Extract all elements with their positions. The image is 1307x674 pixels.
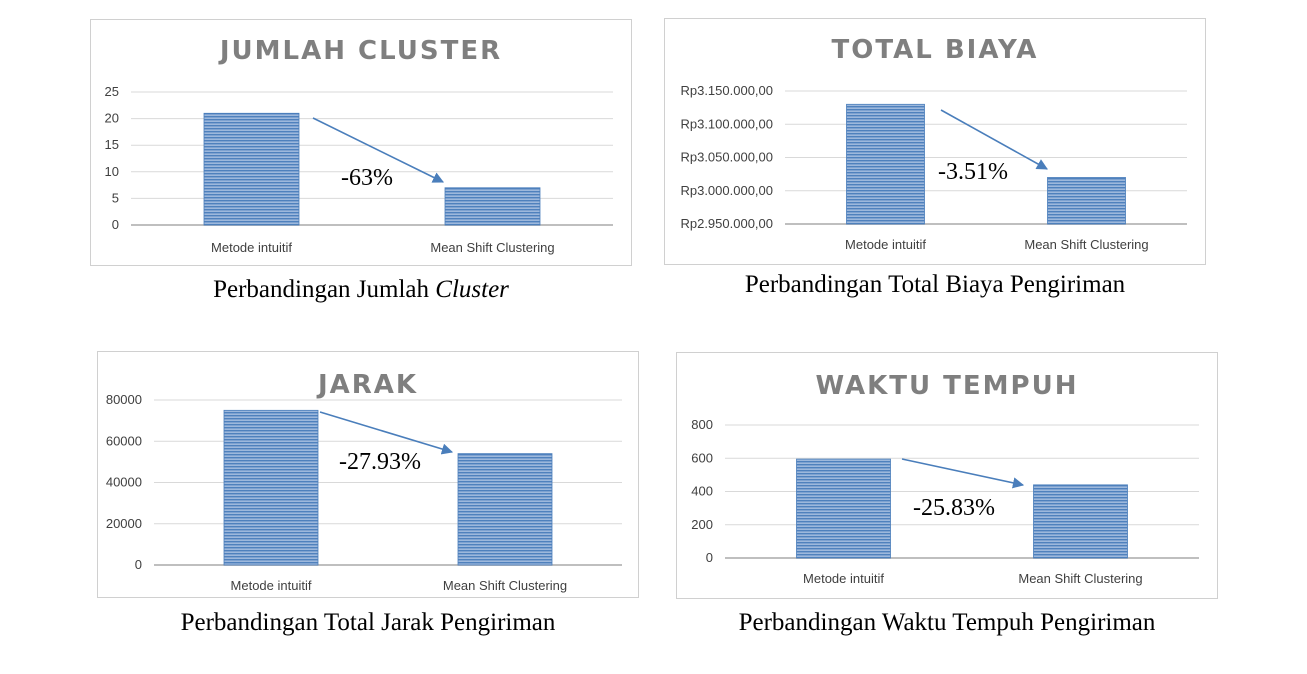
y-tick-label: 400	[691, 484, 713, 499]
bar	[796, 458, 891, 559]
y-tick-label: 10	[105, 164, 119, 179]
y-tick-label: 600	[691, 450, 713, 465]
chart-title: JARAK	[317, 370, 419, 400]
percent-change-label: -3.51%	[938, 159, 1008, 185]
y-tick-label: 5	[112, 190, 119, 205]
y-tick-label: Rp3.150.000,00	[680, 83, 773, 98]
caption-text: Perbandingan Total Jarak Pengiriman	[180, 609, 556, 636]
chart-title: WAKTU TEMPUH	[815, 371, 1079, 401]
x-category-label: Metode intuitif	[845, 237, 926, 252]
y-tick-label: 0	[706, 550, 713, 565]
y-tick-label: 60000	[106, 433, 142, 448]
trend-arrow	[312, 117, 445, 183]
y-tick-label: Rp3.100.000,00	[680, 116, 773, 131]
bar	[457, 453, 553, 566]
y-tick-label: 80000	[106, 392, 142, 407]
trend-arrow	[940, 109, 1048, 170]
bar-chart: 0 5 10 15 20 25 Metode intuitif Mean Shift Clus…	[105, 84, 613, 255]
percent-change-label: -27.93%	[339, 449, 421, 475]
bar	[203, 112, 300, 226]
bar	[223, 409, 319, 566]
y-tick-label: 20	[105, 111, 119, 126]
percent-change-label: -63%	[341, 165, 393, 191]
y-tick-label: Rp2.950.000,00	[680, 216, 773, 231]
x-category-label: Metode intuitif	[231, 578, 312, 593]
x-category-label: Mean Shift Clustering	[1024, 237, 1148, 252]
bar	[444, 187, 541, 226]
bar	[1047, 177, 1126, 225]
x-category-label: Mean Shift Clustering	[1018, 571, 1142, 586]
chart-caption: Perbandingan Total Biaya Pengiriman	[664, 271, 1206, 299]
y-tick-label: Rp3.050.000,00	[680, 150, 773, 165]
y-tick-label: 0	[135, 557, 142, 572]
chart-title: JUMLAH CLUSTER	[219, 36, 503, 66]
chart-caption: Perbandingan Total Jarak Pengiriman	[97, 609, 639, 637]
caption-text: Perbandingan Jumlah	[213, 276, 436, 303]
chart-caption: Perbandingan Waktu Tempuh Pengiriman	[676, 609, 1218, 637]
trend-arrow	[319, 411, 454, 455]
chart-title: TOTAL BIAYA	[831, 35, 1039, 65]
x-category-label: Metode intuitif	[803, 571, 884, 586]
y-tick-label: 40000	[106, 475, 142, 490]
percent-change-label: -25.83%	[913, 495, 995, 521]
y-tick-label: 25	[105, 84, 119, 99]
y-tick-label: 15	[105, 137, 119, 152]
y-tick-label: 20000	[106, 516, 142, 531]
y-tick-label: 200	[691, 517, 713, 532]
caption-text: Perbandingan Waktu Tempuh Pengiriman	[738, 609, 1156, 636]
bar	[846, 103, 925, 225]
trend-arrow	[901, 458, 1025, 489]
bar-chart: Rp2.950.000,00 Rp3.000.000,00 Rp3.050.000,…	[680, 83, 1187, 252]
chart-panel-jumlah-cluster: JUMLAH CLUSTER 0 5 10 15 20 25 Metode intuitif…	[90, 19, 632, 266]
caption-italic: Cluster	[435, 276, 509, 303]
x-category-label: Metode intuitif	[211, 240, 292, 255]
chart-panel-waktu-tempuh: WAKTU TEMPUH 0 200 400 600 800 Metode intuiti…	[676, 352, 1218, 599]
y-tick-label: 0	[112, 217, 119, 232]
bar	[1033, 484, 1128, 559]
bar-chart: 0 200 400 600 800 Metode intuitif Mean Shift C…	[691, 417, 1199, 586]
chart-caption: Perbandingan Jumlah Cluster	[90, 276, 632, 304]
x-category-label: Mean Shift Clustering	[430, 240, 554, 255]
chart-panel-jarak: JARAK 0 20000 40000 60000 80000 Metode intuit…	[97, 351, 639, 598]
y-tick-label: 800	[691, 417, 713, 432]
y-tick-label: Rp3.000.000,00	[680, 183, 773, 198]
x-category-label: Mean Shift Clustering	[443, 578, 567, 593]
chart-panel-total-biaya: TOTAL BIAYA Rp2.950.000,00 Rp3.000.000,00…	[664, 18, 1206, 265]
bar-chart: 0 20000 40000 60000 80000 Metode intuitif Mean…	[106, 392, 622, 593]
caption-text: Perbandingan Total Biaya Pengiriman	[744, 271, 1126, 298]
